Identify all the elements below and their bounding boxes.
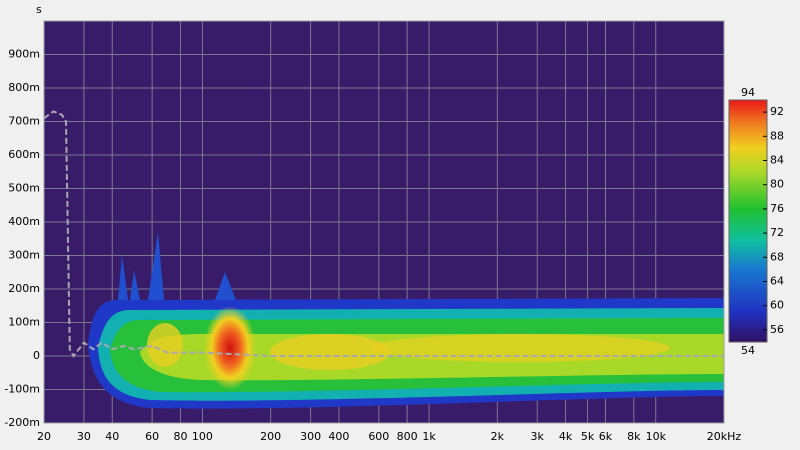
y-tick-label: 300m	[8, 249, 40, 262]
x-tick-label: 2k	[491, 430, 505, 443]
y-tick-label: 900m	[8, 48, 40, 61]
y-tick-label: 500m	[8, 182, 40, 195]
y-tick-label: -200m	[4, 416, 40, 429]
x-tick-label: 80	[173, 430, 187, 443]
y-tick-label: 400m	[8, 215, 40, 228]
y-tick-label: 800m	[8, 81, 40, 94]
x-tick-label: 20kHz	[707, 430, 742, 443]
x-tick-label: 60	[145, 430, 159, 443]
x-tick-label: 40	[105, 430, 119, 443]
y-unit: s	[36, 3, 42, 16]
x-tick-label: 4k	[559, 430, 573, 443]
colorbar-tick-label: 72	[770, 226, 784, 239]
colorbar-tick-label: 56	[770, 323, 784, 336]
x-tick-label: 200	[260, 430, 281, 443]
x-tick-label: 300	[300, 430, 321, 443]
colorbar-tick-label: 76	[770, 202, 784, 215]
x-tick-label: 3k	[531, 430, 545, 443]
x-tick-label: 20	[37, 430, 51, 443]
x-tick-label: 100	[192, 430, 213, 443]
x-tick-label: 5k	[581, 430, 595, 443]
plot-border	[43, 20, 725, 424]
dashed-line	[43, 110, 724, 358]
colorbar-max-label: 94	[741, 86, 755, 99]
y-tick-label: 600m	[8, 148, 40, 161]
x-tick-label: 10k	[646, 430, 667, 443]
colorbar-tick-label: 80	[770, 178, 784, 191]
x-tick-label: 600	[368, 430, 389, 443]
y-tick-label: 0	[33, 349, 40, 362]
colorbar-tick-label: 68	[770, 250, 784, 263]
colorbar-min-label: 54	[741, 344, 755, 357]
colorbar	[728, 99, 768, 343]
x-tick-label: 6k	[599, 430, 613, 443]
y-tick-label: 700m	[8, 115, 40, 128]
y-tick-label: 200m	[8, 282, 40, 295]
x-tick-label: 800	[397, 430, 418, 443]
x-tick-label: 8k	[627, 430, 641, 443]
colorbar-tick-label: 88	[770, 129, 784, 142]
y-tick-label: -100m	[4, 383, 40, 396]
y-tick-label: 100m	[8, 316, 40, 329]
x-tick-label: 30	[77, 430, 91, 443]
colorbar-tick-label: 84	[770, 154, 784, 167]
x-tick-label: 400	[328, 430, 349, 443]
colorbar-tick-label: 64	[770, 275, 784, 288]
colorbar-tick-label: 60	[770, 299, 784, 312]
x-tick-label: 1k	[422, 430, 436, 443]
colorbar-tick-label: 92	[770, 105, 784, 118]
